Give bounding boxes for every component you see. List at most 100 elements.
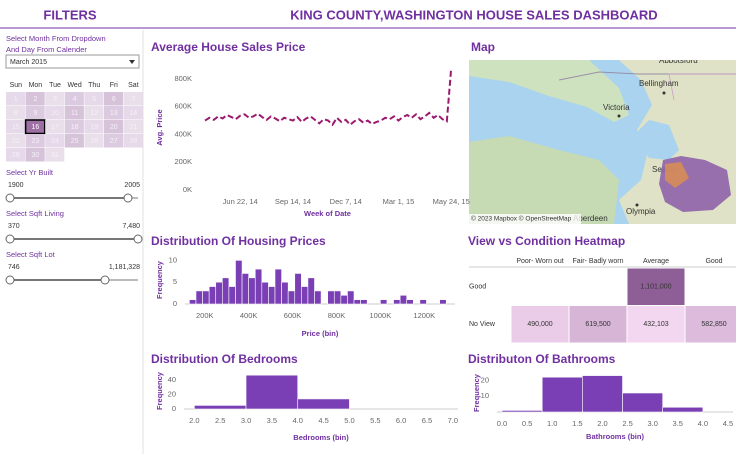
calendar-day-label: 29 bbox=[12, 152, 20, 159]
map-label: Aberdeen bbox=[573, 214, 608, 223]
calendar-day-label: 4 bbox=[73, 96, 77, 103]
heatmap-cell bbox=[627, 306, 685, 343]
y-tick-label: 0 bbox=[173, 299, 177, 308]
slider-handle[interactable] bbox=[5, 234, 15, 244]
histogram-bar bbox=[195, 290, 203, 305]
column-label: Poor- Worn out bbox=[516, 258, 563, 265]
calendar-day[interactable] bbox=[123, 120, 143, 134]
slider-label: Select Sqft Lot bbox=[6, 250, 56, 259]
calendar-day[interactable] bbox=[6, 134, 26, 148]
histogram-bar bbox=[347, 290, 355, 305]
x-tick-label: 0.5 bbox=[522, 419, 532, 428]
x-tick-label: 600K bbox=[284, 311, 302, 320]
column-label: Average bbox=[643, 258, 669, 265]
calendar-day[interactable] bbox=[25, 106, 45, 120]
calendar-day[interactable] bbox=[104, 92, 124, 106]
x-axis-label: Bathrooms (bin) bbox=[586, 432, 644, 441]
calendar-day[interactable] bbox=[6, 120, 26, 134]
calendar-day-label: 17 bbox=[51, 124, 59, 131]
calendar-day[interactable] bbox=[64, 120, 84, 134]
histogram-bar bbox=[399, 294, 408, 305]
slider-label: Select Yr Built bbox=[6, 168, 54, 177]
x-tick-label: 5.5 bbox=[370, 416, 380, 425]
histogram-bar bbox=[202, 290, 210, 305]
weekday-label: Sat bbox=[128, 82, 139, 89]
cell-label: 432,103 bbox=[643, 321, 668, 328]
calendar-day[interactable] bbox=[45, 120, 65, 134]
calendar-day-label: 10 bbox=[51, 110, 59, 117]
calendar-day[interactable] bbox=[25, 148, 45, 162]
heatmap-cell bbox=[511, 306, 569, 343]
y-axis-label: Avg. Price bbox=[155, 109, 164, 145]
histogram-bar bbox=[245, 374, 299, 410]
calendar-day[interactable] bbox=[104, 120, 124, 134]
histogram-bar bbox=[380, 299, 388, 305]
calendar-day[interactable] bbox=[84, 120, 104, 134]
x-tick-label: 5.0 bbox=[344, 416, 354, 425]
x-tick-label: 1.5 bbox=[572, 419, 582, 428]
slider-handle[interactable] bbox=[5, 275, 15, 285]
calendar-day[interactable] bbox=[45, 134, 65, 148]
calendar-day-label: 24 bbox=[51, 138, 59, 145]
histogram-bar bbox=[439, 299, 447, 305]
calendar-day[interactable] bbox=[123, 106, 143, 120]
histogram-bar bbox=[189, 299, 197, 305]
month-dropdown[interactable] bbox=[5, 54, 140, 69]
map-dot bbox=[617, 114, 621, 118]
histogram-bar bbox=[333, 290, 342, 305]
y-tick-label: 20 bbox=[168, 390, 176, 399]
dashboard-title: KING COUNTY,WASHINGTON HOUSE SALES DASHB… bbox=[290, 7, 657, 22]
chart-title: Distribution Of Housing Prices bbox=[151, 234, 326, 248]
calendar-day[interactable] bbox=[45, 106, 65, 120]
calendar-day[interactable] bbox=[45, 92, 65, 106]
column-label: Good bbox=[705, 258, 722, 265]
calendar-day[interactable] bbox=[6, 106, 26, 120]
x-tick-label: 2.5 bbox=[215, 416, 225, 425]
calendar-day[interactable] bbox=[64, 92, 84, 106]
map-land bbox=[469, 136, 619, 224]
calendar-day[interactable] bbox=[84, 134, 104, 148]
calendar-day[interactable] bbox=[104, 106, 124, 120]
calendar-day[interactable] bbox=[6, 148, 26, 162]
x-tick-label: Mar 1, 15 bbox=[383, 197, 415, 206]
map[interactable]: Abbotsford Bellingham Victoria Seattle O… bbox=[469, 56, 736, 224]
x-axis-label: Bedrooms (bin) bbox=[293, 433, 349, 442]
histogram-bar bbox=[248, 277, 256, 305]
x-tick-label: 4.0 bbox=[293, 416, 303, 425]
x-tick-label: 4.5 bbox=[723, 419, 733, 428]
calendar-day[interactable] bbox=[123, 134, 143, 148]
calendar-day[interactable] bbox=[25, 134, 45, 148]
slider-handle[interactable] bbox=[133, 234, 143, 244]
chart-title: Distributon Of Bathrooms bbox=[468, 352, 616, 366]
calendar-day[interactable] bbox=[84, 106, 104, 120]
calendar-day[interactable] bbox=[64, 106, 84, 120]
slider-handle[interactable] bbox=[100, 275, 110, 285]
x-tick-label: 4.5 bbox=[318, 416, 328, 425]
calendar-day[interactable] bbox=[123, 92, 143, 106]
calendar-day-label: 3 bbox=[53, 96, 57, 103]
histogram-bar bbox=[194, 405, 247, 410]
y-tick-label: 200K bbox=[174, 157, 192, 166]
calendar-day[interactable] bbox=[104, 134, 124, 148]
y-axis-label: Frequency bbox=[155, 371, 164, 410]
weekday-label: Sun bbox=[10, 82, 23, 89]
y-tick-label: 10 bbox=[169, 255, 177, 264]
calendar-day-label: 6 bbox=[112, 96, 116, 103]
histogram-bar bbox=[287, 290, 296, 305]
slider-handle[interactable] bbox=[5, 193, 15, 203]
filter-prompt: And Day From Calender bbox=[6, 45, 87, 54]
calendar-day[interactable] bbox=[24, 119, 46, 135]
calendar-day[interactable] bbox=[84, 92, 104, 106]
calendar-day[interactable] bbox=[25, 92, 45, 106]
slider-label: Select Sqft Living bbox=[6, 209, 64, 218]
calendar-day-label: 22 bbox=[12, 138, 20, 145]
slider-handle[interactable] bbox=[123, 193, 133, 203]
calendar-day[interactable] bbox=[6, 92, 26, 106]
histogram-bar bbox=[254, 268, 263, 305]
histogram-bar bbox=[268, 286, 276, 305]
calendar-day[interactable] bbox=[45, 148, 65, 162]
calendar-day[interactable] bbox=[64, 134, 84, 148]
calendar-day-label: 25 bbox=[71, 138, 79, 145]
x-tick-label: 800K bbox=[328, 311, 346, 320]
histogram-bar bbox=[301, 286, 309, 305]
